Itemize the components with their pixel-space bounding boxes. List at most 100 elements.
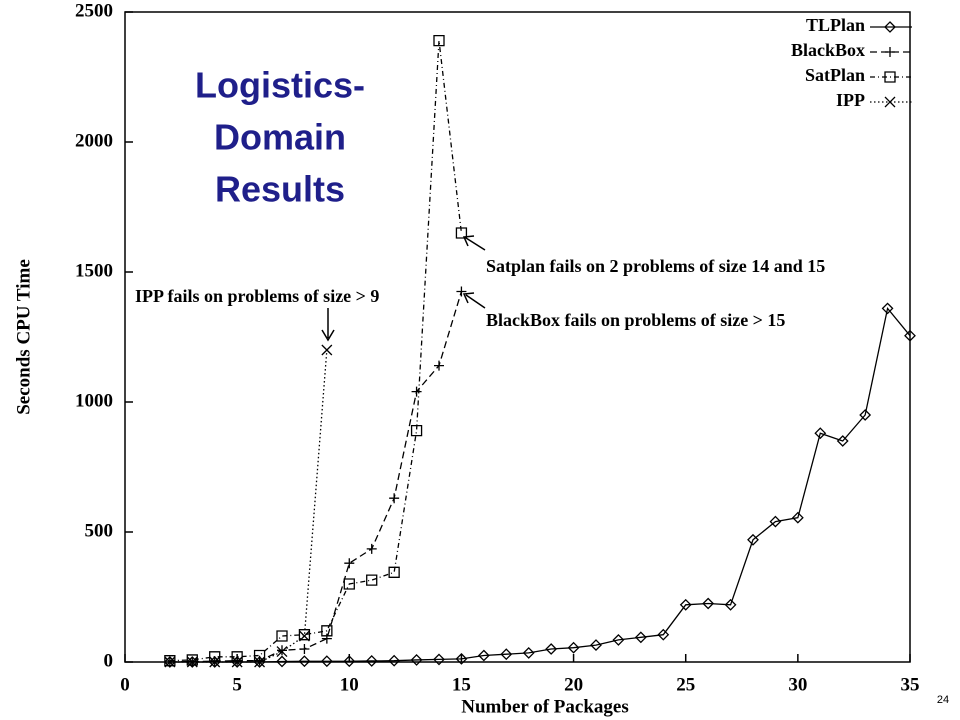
y-tick-label: 0 [104, 650, 114, 671]
legend-label: BlackBox [791, 40, 865, 60]
data-point [321, 625, 333, 637]
data-point [208, 656, 221, 668]
data-point [455, 227, 468, 239]
data-point [276, 655, 288, 668]
data-point [388, 654, 401, 667]
data-point [522, 646, 535, 659]
slide-title: Domain [214, 117, 346, 158]
x-tick-label: 0 [120, 674, 130, 695]
data-point [724, 598, 737, 611]
y-tick-label: 1500 [75, 260, 113, 281]
x-tick-label: 25 [676, 674, 695, 695]
data-point [254, 656, 266, 668]
annotation: BlackBox fails on problems of size > 15 [486, 310, 785, 330]
data-point [859, 409, 872, 421]
data-point [455, 652, 468, 665]
data-point [209, 656, 221, 668]
y-axis-label: Seconds CPU Time [13, 259, 34, 415]
data-point [186, 656, 198, 668]
plot-frame [124, 11, 911, 663]
data-point [411, 386, 422, 397]
data-point [410, 654, 423, 666]
data-point [881, 302, 894, 315]
y-tick-label: 2500 [75, 0, 113, 21]
data-point [320, 655, 333, 668]
data-point [389, 493, 400, 504]
slide-title: Results [215, 169, 345, 210]
slide-title: Logistics- [195, 65, 365, 106]
legend-marker [884, 71, 896, 83]
data-point [277, 645, 287, 656]
series-line [169, 349, 328, 663]
data-point [791, 511, 804, 524]
data-point [231, 656, 243, 668]
data-point [298, 655, 311, 668]
x-tick-label: 5 [232, 674, 242, 695]
data-point [299, 644, 310, 654]
data-point [232, 655, 243, 666]
data-point [433, 34, 445, 47]
data-point [164, 655, 176, 667]
data-point [747, 533, 759, 546]
legend-label: SatPlan [805, 65, 865, 85]
legend-marker [884, 96, 896, 108]
data-point [634, 631, 647, 644]
data-point [590, 639, 602, 652]
data-point [388, 566, 400, 578]
y-tick-label: 2000 [75, 130, 113, 151]
arrow [321, 308, 335, 342]
x-tick-label: 20 [564, 674, 583, 695]
data-point [836, 435, 849, 447]
legend-marker [884, 21, 896, 33]
data-point [298, 630, 310, 642]
annotation: Satplan fails on 2 problems of size 14 a… [486, 256, 825, 276]
data-point [433, 653, 445, 666]
series-line [169, 306, 911, 663]
data-point [679, 598, 692, 611]
data-point [321, 633, 332, 644]
data-point [702, 597, 715, 610]
data-point [343, 578, 355, 590]
data-point [410, 424, 423, 437]
data-point [904, 329, 916, 342]
arrow [462, 292, 486, 309]
data-point [298, 629, 311, 641]
data-point [500, 648, 513, 661]
data-point [344, 558, 355, 569]
data-point [343, 655, 356, 668]
x-axis-label: Number of Packages [461, 696, 628, 717]
y-tick-label: 1000 [75, 390, 113, 411]
x-tick-label: 10 [340, 674, 359, 695]
data-point [276, 630, 288, 642]
data-point [456, 286, 467, 297]
data-point [365, 655, 378, 667]
y-tick-label: 500 [85, 520, 114, 541]
annotation: IPP fails on problems of size > 9 [135, 286, 379, 306]
legend-marker [885, 47, 895, 57]
page-number: 24 [937, 694, 949, 706]
x-tick-label: 15 [452, 674, 471, 695]
data-point [186, 656, 199, 668]
data-point [164, 656, 176, 668]
legend-label: TLPlan [806, 15, 865, 35]
data-point [434, 360, 444, 371]
data-point [209, 651, 221, 663]
data-point [567, 641, 580, 654]
data-point [657, 628, 670, 641]
legend-label: IPP [836, 90, 865, 110]
data-point [814, 427, 827, 440]
data-point [366, 574, 378, 586]
data-point [612, 633, 625, 646]
arrow [462, 235, 486, 251]
data-point [769, 515, 782, 528]
x-tick-label: 30 [788, 674, 807, 695]
data-point [276, 646, 288, 658]
data-point [477, 649, 490, 662]
data-point [545, 643, 558, 655]
data-point [321, 344, 333, 356]
x-tick-label: 35 [901, 674, 920, 695]
series-line [169, 291, 463, 663]
data-point [366, 543, 377, 554]
series-line [169, 40, 463, 662]
